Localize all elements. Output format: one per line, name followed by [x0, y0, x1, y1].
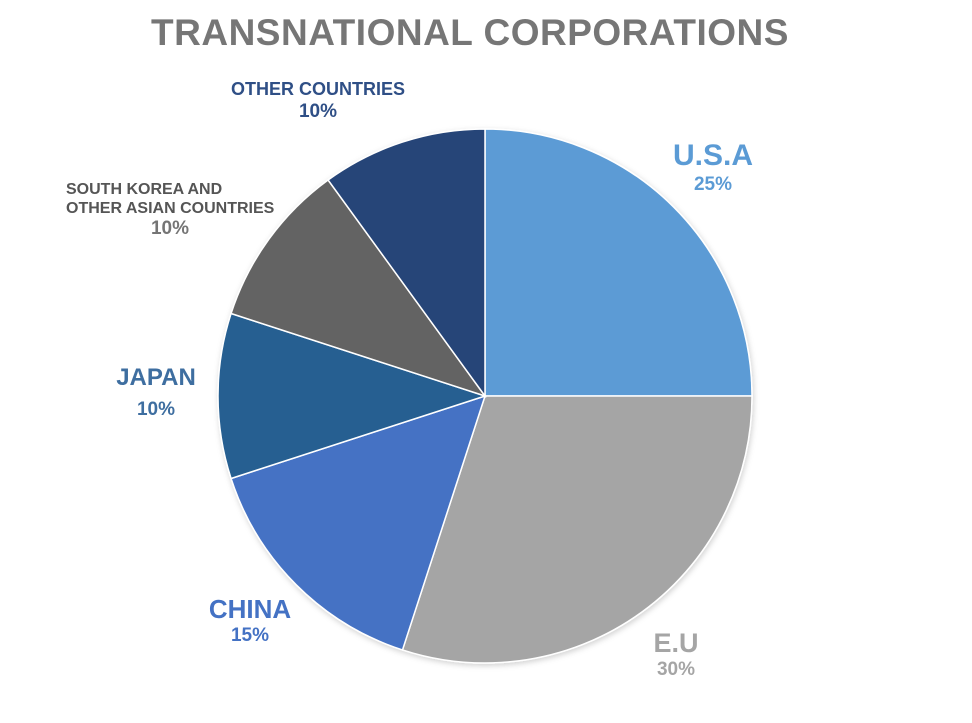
slice-name-other-countries: OTHER COUNTRIES	[230, 79, 405, 99]
pie-slice-south-korea-asia	[230, 178, 487, 398]
pie-slice-china	[230, 394, 487, 651]
pie-slice-usa	[484, 128, 753, 397]
slice-name-usa: U.S.A	[672, 139, 753, 172]
slice-name-china: CHINA	[208, 594, 292, 624]
slice-label-japan: JAPAN 10%	[0, 364, 356, 422]
slice-label-china: CHINA 15%	[50, 594, 450, 648]
slice-percent-south-korea-asia: 10%	[150, 218, 190, 240]
slice-label-south-korea-asia: SOUTH KOREA AND OTHER ASIAN COUNTRIES 10%	[0, 180, 370, 241]
slice-percent-other-countries: 10%	[298, 100, 338, 122]
slice-percent-china: 15%	[230, 625, 270, 647]
slice-percent-eu: 30%	[656, 659, 696, 681]
slice-name-japan: JAPAN	[116, 364, 196, 391]
pie-slice-eu	[401, 395, 753, 664]
slice-label-other-countries: OTHER COUNTRIES 10%	[118, 79, 518, 123]
pie-slice-japan	[217, 312, 488, 480]
slice-name-eu: E.U	[653, 628, 699, 658]
slice-percent-usa: 25%	[693, 174, 733, 195]
slice-name-south-korea-asia: SOUTH KOREA AND OTHER ASIAN COUNTRIES	[66, 181, 275, 218]
slice-label-eu: E.U 30%	[476, 627, 876, 682]
pie-slice-other-countries	[327, 128, 486, 399]
chart-title: TRANSNATIONAL CORPORATIONS	[151, 12, 789, 53]
slice-label-usa: U.S.A 25%	[513, 138, 913, 197]
slice-percent-japan: 10%	[136, 398, 176, 420]
